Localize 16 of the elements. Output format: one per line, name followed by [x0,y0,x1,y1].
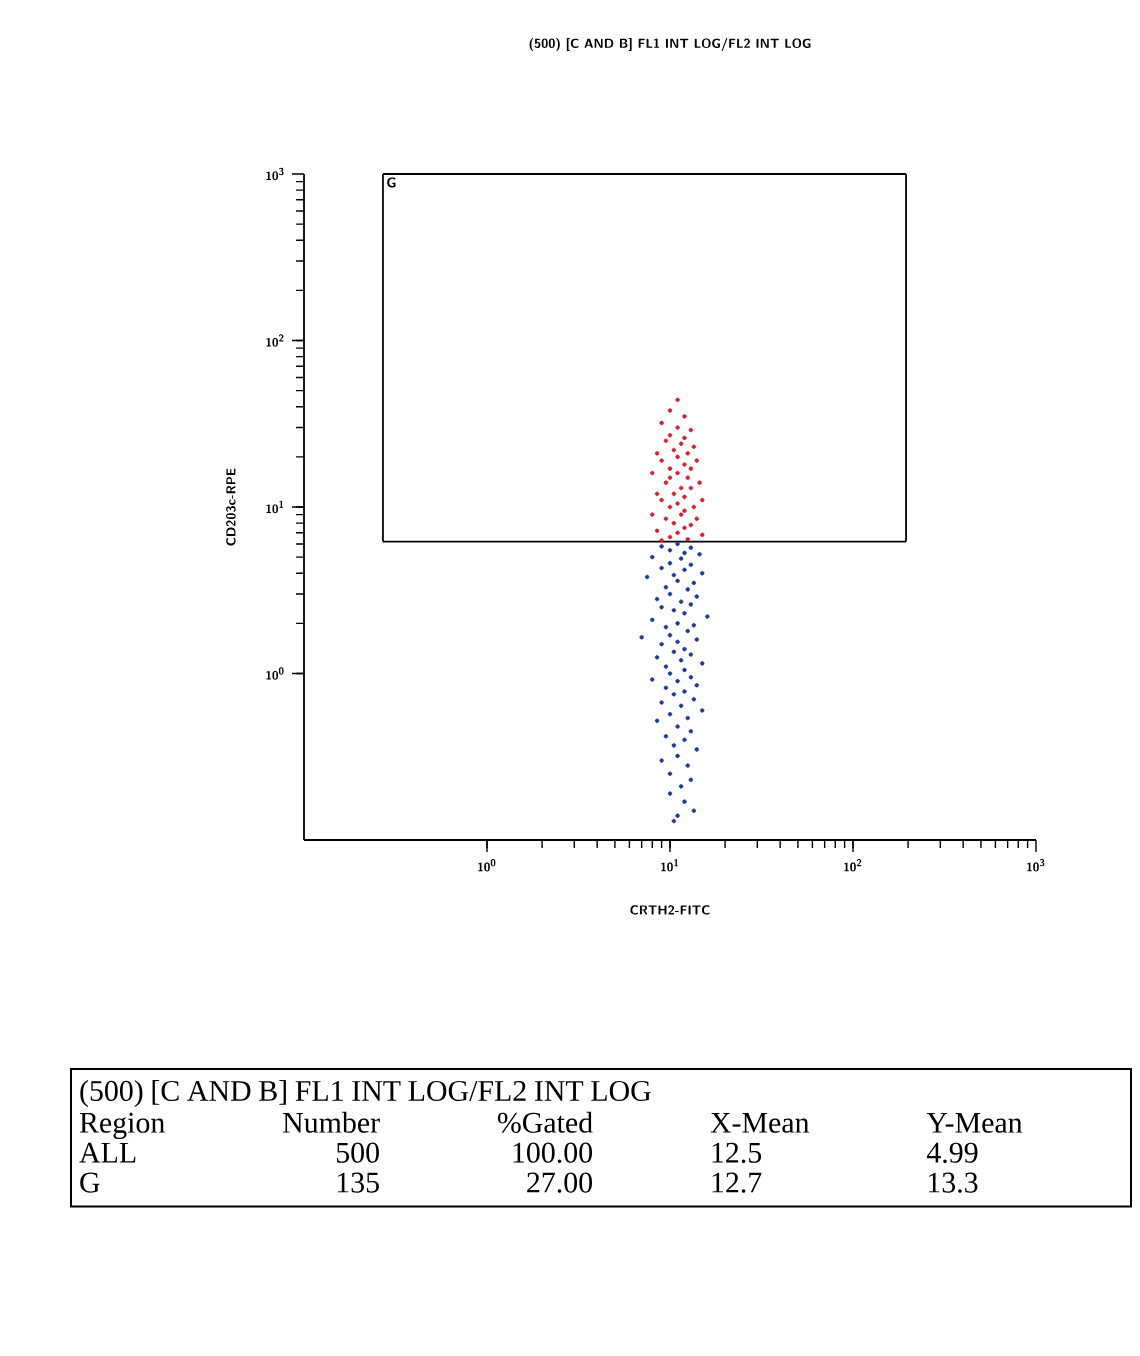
text: 4.99 [926,1142,978,1163]
text: 13.3 [928,1172,978,1193]
text: %Gated [497,1111,593,1133]
text: Y-Mean [926,1113,1023,1133]
text: Number [283,1111,380,1133]
text: Region [79,1112,165,1140]
text: 27.00 [527,1172,593,1193]
text: G [80,1172,100,1193]
text: X-Mean [710,1113,810,1133]
text: 12.7 [712,1172,762,1193]
text: 500 [337,1142,379,1163]
text: (500) [C AND B] FL1 INT LOG/FL2 INT LOG [80,1079,651,1108]
text: 12.5 [712,1142,762,1163]
text: 135 [337,1172,379,1193]
text: ALL [79,1142,136,1163]
text: 100.00 [513,1142,593,1163]
